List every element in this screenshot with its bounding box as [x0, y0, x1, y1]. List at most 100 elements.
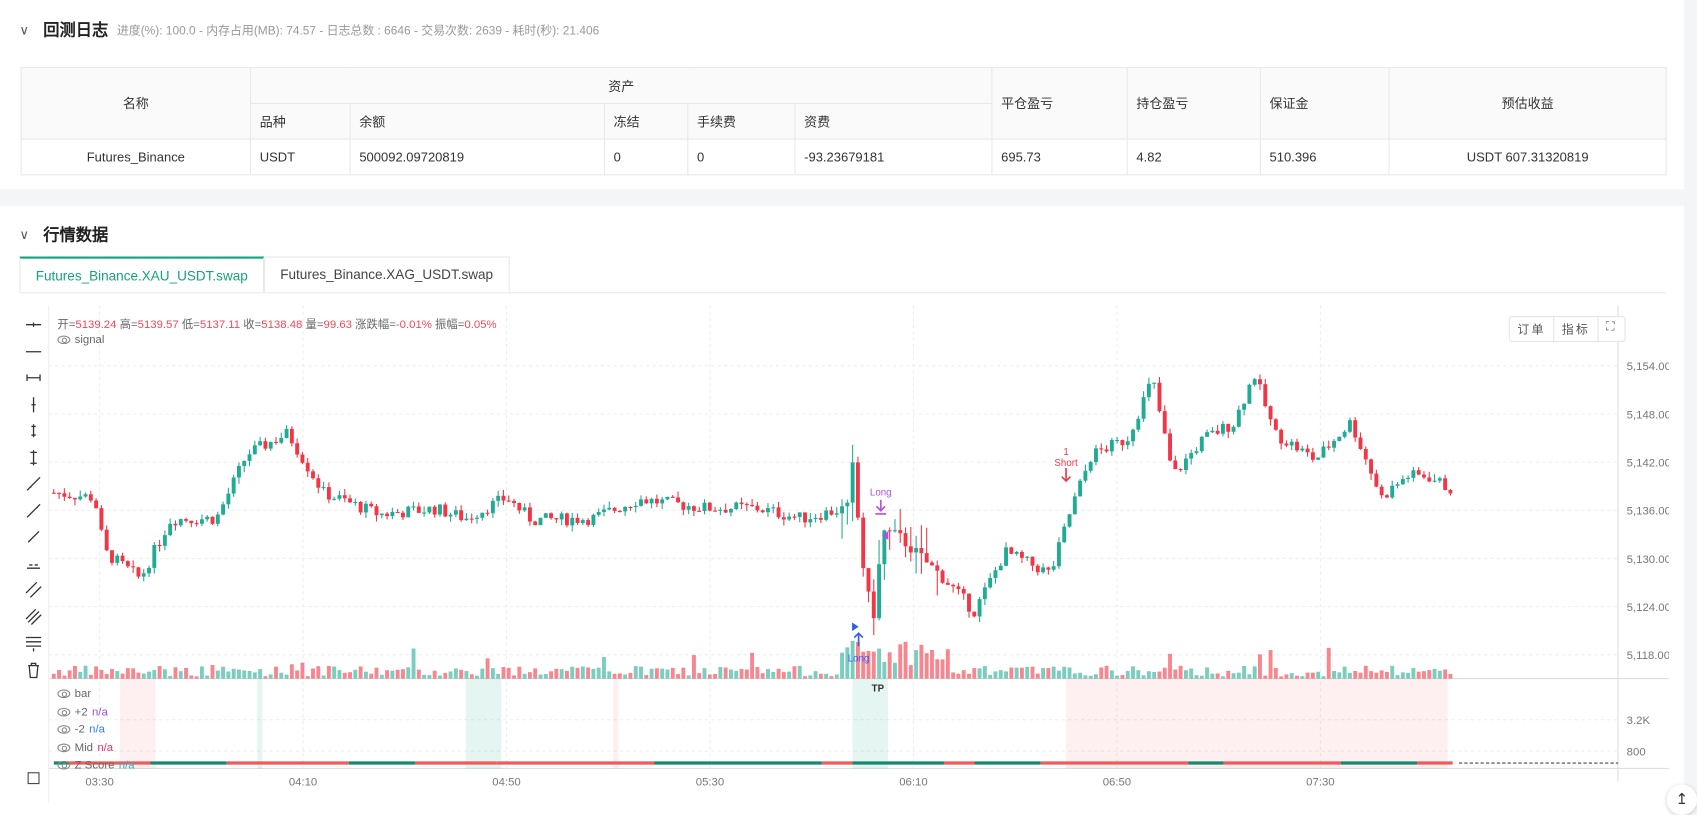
candle-body: [189, 520, 194, 524]
candle-body: [422, 512, 427, 514]
col-balance: 余额: [349, 102, 606, 140]
candle-body: [713, 510, 718, 512]
volume-bar: [1252, 666, 1257, 679]
ray-line-icon[interactable]: [25, 502, 42, 519]
volume-bar: [311, 668, 315, 679]
chart-canvas[interactable]: 5,154.00 5,148.00 5,142.00 5,136.00 5,130.00…: [19, 305, 1669, 804]
horizontal-segment-icon[interactable]: [25, 369, 42, 386]
volume-bar: [432, 670, 437, 679]
volume-bar: [422, 674, 427, 679]
indicator-legend-item: -2 n/a: [57, 723, 105, 736]
volume-bar: [1189, 668, 1194, 679]
candle-body: [1363, 448, 1368, 460]
col-position-pnl: 持仓盈亏: [1126, 67, 1261, 140]
indicator-name: -2: [74, 722, 85, 736]
trend-line-icon[interactable]: [25, 475, 42, 492]
volume-bar: [1395, 675, 1400, 679]
volume-bar: [623, 674, 628, 679]
market-data-header[interactable]: ∨ 行情数据: [19, 223, 108, 246]
indicator-value: n/a: [118, 758, 135, 772]
candle-body: [1094, 448, 1098, 463]
candle-body: [702, 502, 707, 512]
scroll-top-button[interactable]: ↥: [1666, 784, 1697, 815]
volume-bar: [453, 668, 458, 679]
ohlc-value: 5139.24: [75, 318, 120, 332]
candle-body: [1416, 470, 1421, 475]
volume-bar: [1332, 670, 1336, 679]
candle-body: [1295, 441, 1299, 451]
volume-bar: [728, 669, 733, 679]
candle-body: [1041, 567, 1046, 573]
volume-bar: [681, 667, 686, 679]
time-tick-label: 04:50: [492, 777, 520, 789]
segment-line-icon[interactable]: [25, 528, 42, 545]
volume-bar: [247, 671, 252, 679]
fibonacci-icon[interactable]: [25, 634, 42, 652]
volume-bar: [1220, 676, 1225, 679]
orders-button[interactable]: 订单: [1510, 317, 1555, 341]
indicator-name: Mid: [74, 740, 93, 754]
volume-bar: [1104, 665, 1109, 679]
eye-icon[interactable]: [57, 742, 71, 752]
vertical-line-icon[interactable]: [25, 396, 42, 413]
volume-bar: [1210, 673, 1215, 679]
volume-bar: [882, 661, 887, 679]
volume-bar: [988, 674, 993, 679]
chevron-down-icon[interactable]: ∨: [19, 226, 30, 242]
candle-body: [1252, 379, 1257, 385]
volume-bar: [120, 673, 125, 679]
volume-bar: [739, 668, 744, 679]
multi-channel-icon[interactable]: [25, 608, 42, 625]
tab-xag[interactable]: Futures_Binance.XAG_USDT.swap: [264, 256, 510, 293]
eye-icon[interactable]: [57, 760, 71, 770]
price-label-icon[interactable]: [25, 555, 42, 572]
volume-bar: [83, 665, 88, 679]
volume-bar: [549, 671, 554, 679]
fullscreen-icon[interactable]: ⛶: [1606, 320, 1617, 334]
candle-body: [162, 535, 167, 546]
candle-body: [316, 478, 321, 488]
tab-xau[interactable]: Futures_Binance.XAU_USDT.swap: [19, 256, 265, 293]
candle-body: [787, 516, 792, 520]
candle-body: [1337, 436, 1342, 441]
volume-bar: [1014, 667, 1019, 679]
volume-bar: [1009, 667, 1014, 679]
volume-bar: [829, 676, 834, 679]
candle-body: [411, 506, 416, 508]
kline-chart[interactable]: 5,154.00 5,148.00 5,142.00 5,136.00 5,130.00…: [19, 305, 1669, 804]
price-line-icon[interactable]: [25, 449, 42, 466]
candle-body: [1411, 470, 1416, 478]
candle-body: [131, 566, 136, 568]
candle-body: [813, 517, 818, 520]
volume-bar: [475, 675, 479, 679]
chevron-down-icon[interactable]: ∨: [19, 22, 30, 38]
candle-body: [956, 586, 961, 589]
candle-body: [829, 510, 834, 515]
candle-body: [62, 493, 67, 497]
volume-bar: [564, 670, 569, 679]
volume-bar: [226, 671, 231, 679]
volume-bar: [845, 647, 850, 679]
candle-body: [1194, 451, 1199, 454]
eye-icon[interactable]: [57, 725, 71, 734]
indicators-button[interactable]: 指标: [1554, 317, 1599, 341]
volume-bar: [485, 658, 490, 679]
candle-body: [99, 508, 104, 530]
cell-balance: 500092.09720819: [349, 138, 606, 176]
parallel-channel-icon[interactable]: [25, 581, 42, 598]
backtest-log-header[interactable]: ∨ 回测日志 进度(%): 100.0 - 内存占用(MB): 74.57 - …: [19, 18, 599, 41]
candle-body: [797, 512, 802, 517]
vertical-segment-icon[interactable]: [25, 422, 42, 439]
volume-bar: [924, 653, 929, 679]
indicator-value: n/a: [97, 740, 114, 754]
eye-icon[interactable]: [57, 707, 71, 716]
horizontal-line-icon[interactable]: [25, 343, 42, 360]
candle-body: [263, 441, 268, 449]
volume-bar: [1178, 665, 1183, 679]
eye-icon[interactable]: [57, 689, 71, 699]
trash-icon[interactable]: [25, 661, 42, 678]
volume-bar: [723, 667, 728, 679]
eye-icon[interactable]: [57, 335, 71, 345]
candle-body: [527, 507, 532, 522]
horizontal-ray-icon[interactable]: [25, 316, 42, 333]
